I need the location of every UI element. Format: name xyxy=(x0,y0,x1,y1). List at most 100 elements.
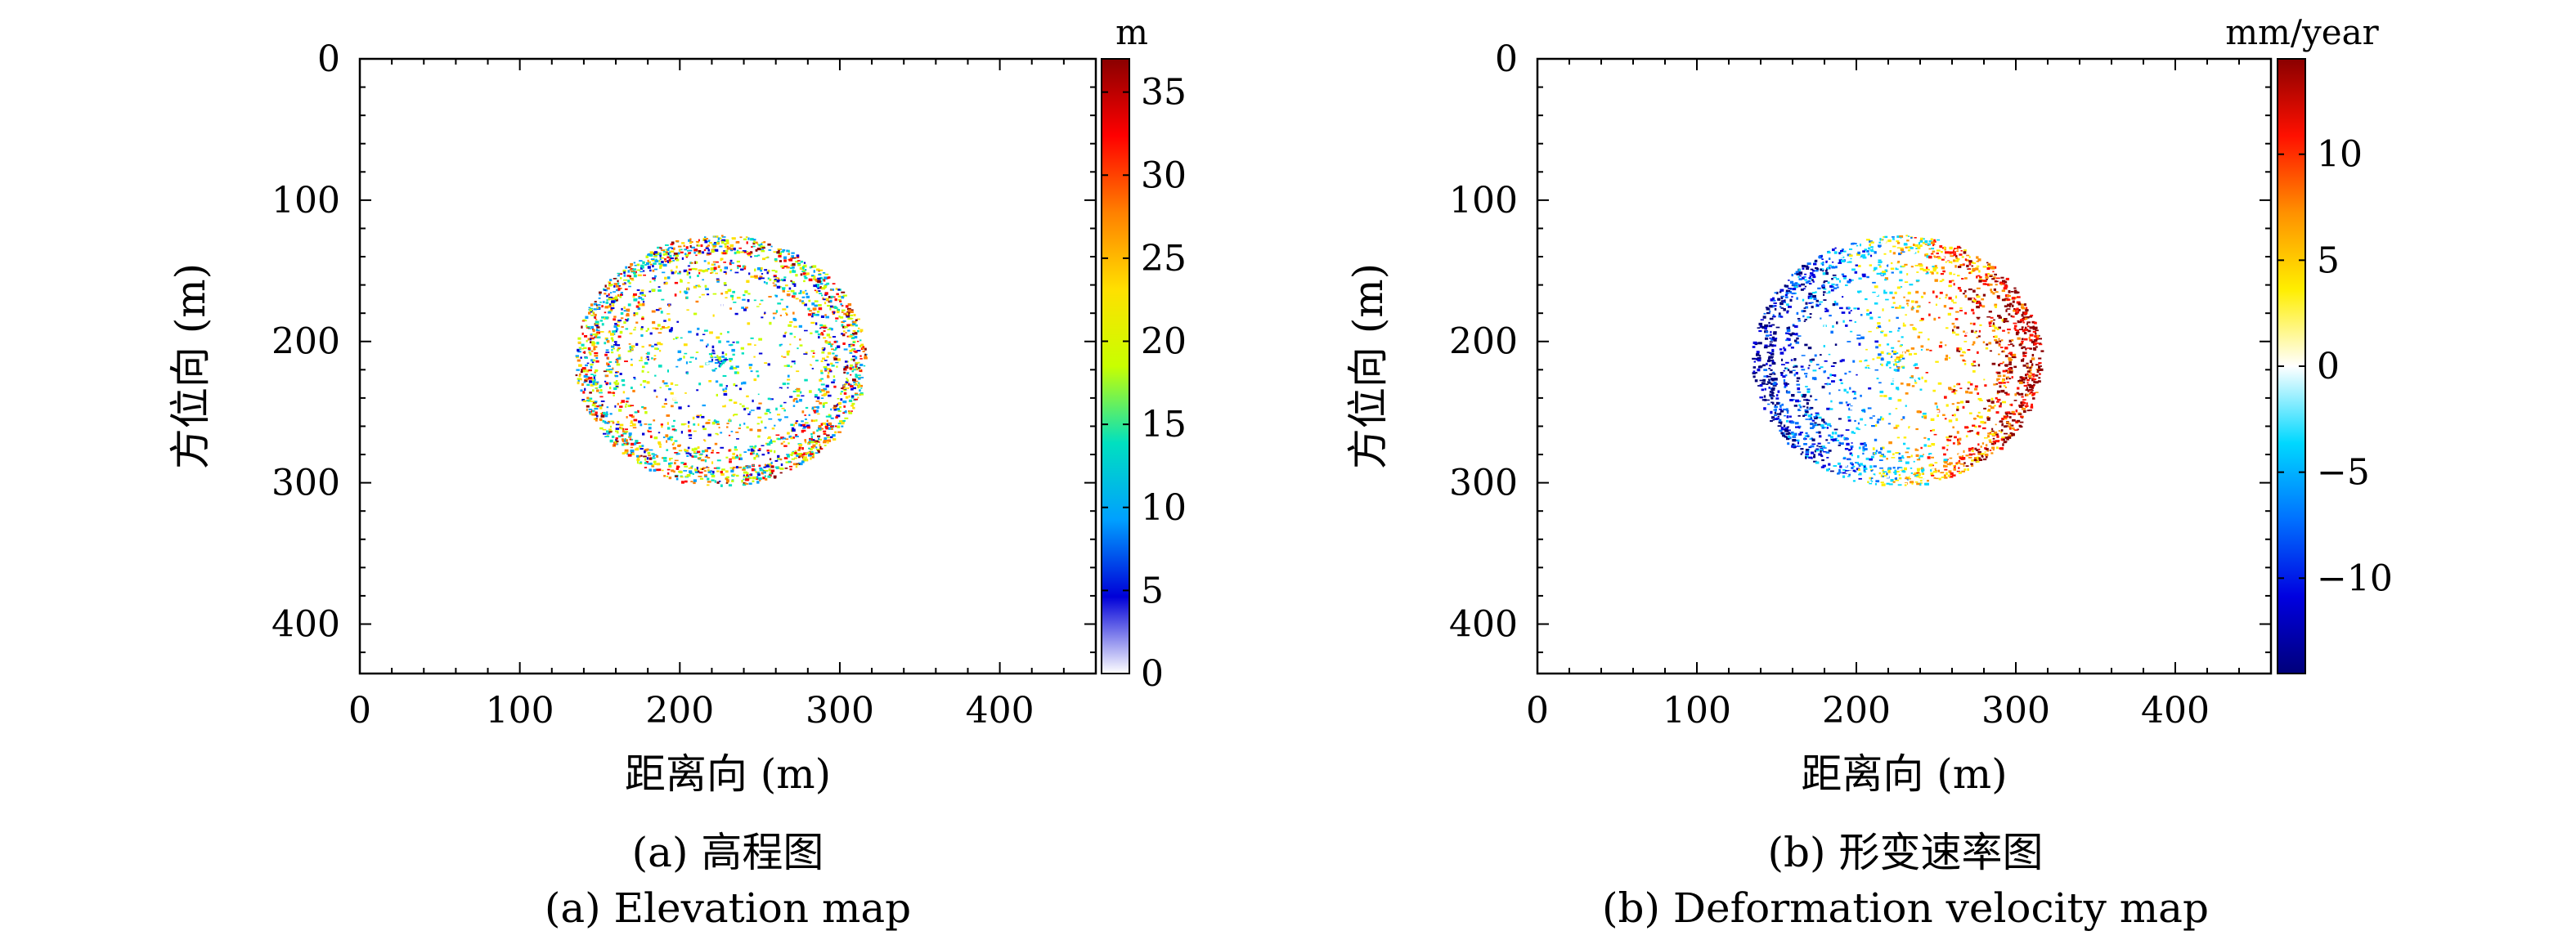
data-point xyxy=(1813,455,1815,459)
data-point xyxy=(834,298,837,302)
data-point xyxy=(1851,442,1853,444)
data-point xyxy=(729,307,732,310)
data-point xyxy=(1896,266,1900,269)
data-point xyxy=(1819,435,1822,438)
data-point xyxy=(708,353,713,356)
data-point xyxy=(611,300,615,303)
data-point xyxy=(698,471,703,474)
data-point xyxy=(1919,248,1923,251)
data-point xyxy=(1798,271,1803,275)
data-point xyxy=(1911,450,1916,454)
data-point xyxy=(698,296,702,298)
data-point xyxy=(689,245,692,248)
data-point xyxy=(729,399,733,401)
data-point xyxy=(1860,244,1861,247)
data-point xyxy=(668,463,671,466)
data-point xyxy=(809,439,811,441)
data-point xyxy=(619,330,623,334)
data-point xyxy=(1807,295,1811,298)
data-point xyxy=(621,326,624,328)
data-point xyxy=(1973,300,1977,302)
data-point xyxy=(1998,338,2000,340)
data-point xyxy=(718,340,721,343)
data-point xyxy=(716,459,721,462)
data-point xyxy=(1953,468,1956,471)
data-point xyxy=(608,370,613,374)
data-point xyxy=(1788,289,1791,293)
data-point xyxy=(2006,308,2011,310)
data-point xyxy=(2019,376,2023,379)
data-point xyxy=(729,367,734,370)
data-point xyxy=(610,302,615,304)
data-point xyxy=(1962,263,1965,266)
data-point xyxy=(836,365,838,368)
data-point xyxy=(1892,389,1896,393)
data-point xyxy=(748,347,752,349)
data-point xyxy=(1804,343,1808,347)
data-point xyxy=(1932,266,1935,268)
data-point xyxy=(1927,299,1931,301)
data-point xyxy=(651,259,655,262)
data-point xyxy=(2025,389,2029,392)
data-point xyxy=(701,468,704,470)
data-point xyxy=(1992,437,1995,440)
data-point xyxy=(1911,459,1916,461)
data-point xyxy=(1967,468,1969,471)
data-point xyxy=(1786,383,1789,385)
data-point xyxy=(2008,378,2012,380)
data-point xyxy=(790,365,792,368)
data-point xyxy=(841,311,844,313)
data-point xyxy=(2001,418,2004,420)
data-point xyxy=(1955,462,1958,465)
data-point xyxy=(1917,471,1920,472)
data-point xyxy=(1892,359,1895,362)
data-point xyxy=(1918,331,1923,333)
data-point xyxy=(608,331,611,333)
data-point xyxy=(1945,441,1948,444)
data-point xyxy=(2004,425,2009,427)
data-point xyxy=(1834,343,1838,346)
data-point xyxy=(1961,455,1964,458)
data-point xyxy=(1921,468,1925,472)
data-point xyxy=(1936,414,1939,418)
data-point xyxy=(1779,316,1784,318)
data-point xyxy=(1824,307,1828,310)
data-point xyxy=(1882,308,1884,311)
data-point xyxy=(608,284,612,287)
data-point xyxy=(641,266,644,269)
data-point xyxy=(1932,462,1935,464)
data-point xyxy=(1869,311,1872,314)
data-point xyxy=(602,428,607,431)
data-point xyxy=(1945,468,1947,470)
data-point xyxy=(753,299,756,302)
data-point xyxy=(1972,262,1977,264)
data-point xyxy=(1813,454,1815,457)
data-point xyxy=(1804,319,1807,320)
data-point xyxy=(712,245,717,247)
data-point xyxy=(1951,414,1955,417)
data-point xyxy=(758,338,762,341)
data-point xyxy=(1848,473,1851,476)
data-point xyxy=(1957,462,1961,464)
data-point xyxy=(687,446,690,450)
data-point xyxy=(1985,455,1988,459)
data-point xyxy=(1988,409,1991,411)
data-point xyxy=(1808,418,1813,421)
data-point xyxy=(1989,275,1993,277)
data-point xyxy=(1977,392,1980,395)
data-point xyxy=(836,311,840,314)
data-point xyxy=(1840,378,1842,382)
data-point xyxy=(747,331,750,333)
data-point xyxy=(825,415,830,418)
data-point xyxy=(2029,326,2033,329)
data-point xyxy=(1901,307,1905,309)
data-point xyxy=(2001,282,2006,285)
data-point xyxy=(617,432,619,434)
data-point xyxy=(605,302,609,304)
data-point xyxy=(593,418,597,420)
data-point xyxy=(1896,357,1900,361)
data-point xyxy=(1951,403,1954,405)
data-point xyxy=(607,363,610,366)
data-point xyxy=(759,393,764,396)
data-point xyxy=(1936,271,1939,275)
